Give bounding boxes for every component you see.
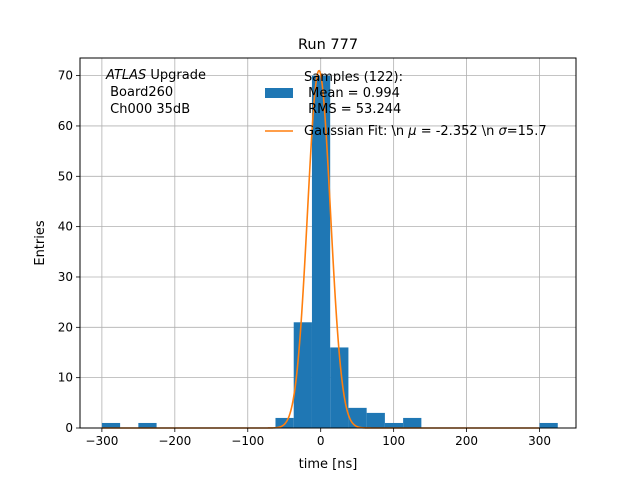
- legend-hist-line-1: Samples (122):: [304, 70, 403, 85]
- y-tick-label: 50: [58, 169, 73, 183]
- y-axis-label: Entries: [33, 220, 48, 266]
- legend-fit-prefix: Gaussian Fit: \n: [304, 124, 408, 139]
- legend-hist-line-3: RMS = 53.244: [304, 102, 401, 117]
- histogram-bar: [403, 417, 422, 428]
- x-tick-label: 200: [455, 434, 478, 448]
- legend-fit-mu-value: = -2.352 \n: [417, 124, 499, 139]
- histogram-bars: [101, 75, 558, 428]
- x-axis-label: time [ns]: [299, 457, 358, 472]
- y-tick-label: 20: [58, 320, 73, 334]
- x-tick-label: −200: [158, 434, 191, 448]
- annotation-upgrade: Upgrade: [146, 68, 206, 83]
- x-tick-label: 0: [317, 434, 325, 448]
- y-tick-label: 0: [65, 421, 73, 435]
- histogram-bar: [311, 75, 331, 428]
- histogram-bar: [348, 407, 367, 428]
- x-tick-label: 300: [528, 434, 551, 448]
- legend-fit-mu-symbol: μ: [407, 124, 416, 139]
- chart-title: Run 777: [298, 37, 358, 53]
- annotation-line-2: Board260: [106, 85, 173, 100]
- y-tick-label: 60: [58, 119, 73, 133]
- x-tick-label: −100: [231, 434, 264, 448]
- histogram-bar: [384, 422, 404, 428]
- annotation-line-3: Ch000 35dB: [106, 102, 190, 117]
- y-tick-label: 70: [58, 69, 73, 83]
- atlas-annotation: ATLAS Upgrade Board260 Ch000 35dB: [105, 68, 206, 117]
- legend: Samples (122): Mean = 0.994 RMS = 53.244…: [265, 70, 547, 139]
- y-tick-label: 30: [58, 270, 73, 284]
- y-tick-label: 10: [58, 371, 73, 385]
- annotation-atlas: ATLAS: [105, 68, 146, 83]
- x-tick-label: −300: [85, 434, 118, 448]
- histogram-bar: [101, 422, 121, 428]
- plot-frame: [79, 57, 577, 429]
- histogram-bar: [366, 412, 385, 428]
- legend-hist-line-2: Mean = 0.994: [304, 86, 400, 101]
- ticks-layer: −300 −200 −100 0 100 200 300 0 10 20 30 40 50 60 70: [58, 69, 551, 448]
- histogram-bar: [293, 322, 312, 428]
- legend-fit-sigma-symbol: σ: [499, 124, 508, 139]
- legend-hist-swatch: [265, 88, 293, 98]
- histogram-bar: [138, 422, 157, 428]
- histogram-bar: [330, 347, 349, 428]
- y-tick-label: 40: [58, 220, 73, 234]
- annotation-line-1: ATLAS Upgrade: [105, 68, 206, 83]
- legend-fit-label: Gaussian Fit: \n μ = -2.352 \n σ=15.7: [304, 124, 547, 139]
- histogram-bar: [539, 422, 558, 428]
- legend-fit-sigma-value: =15.7: [507, 124, 547, 139]
- x-tick-label: 100: [382, 434, 405, 448]
